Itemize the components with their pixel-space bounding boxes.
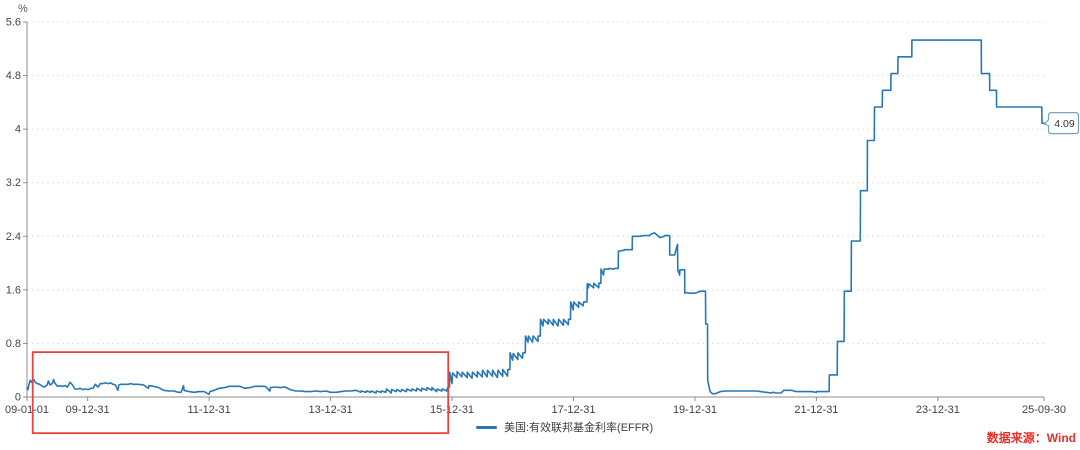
y-tick-label: 5.6 [6, 17, 21, 29]
legend-series-label: 美国:有效联邦基金利率(EFFR) [504, 422, 654, 434]
x-tick-label: 21-12-31 [794, 404, 838, 416]
x-tick-label: 17-12-31 [551, 404, 595, 416]
y-tick-label: 0 [15, 392, 21, 404]
y-tick-label: 0.8 [6, 338, 21, 350]
y-tick-label: 4.8 [6, 70, 21, 82]
x-tick-label: 23-12-31 [916, 404, 960, 416]
y-tick-label: 2.4 [6, 231, 21, 243]
end-value-callout [1043, 112, 1080, 135]
y-tick-label: 3.2 [6, 177, 21, 189]
x-tick-label: 11-12-31 [188, 404, 231, 416]
end-value-label: 4.09 [1054, 118, 1075, 130]
x-tick-label: 25-09-30 [1022, 404, 1066, 416]
x-tick-label: 13-12-31 [309, 404, 353, 416]
x-tick-label: 09-01-01 [5, 404, 49, 416]
effr-series-line [26, 39, 1045, 396]
legend-line-marker [476, 425, 497, 429]
y-tick-label: 4 [15, 124, 21, 136]
x-tick-label: 09-12-31 [66, 404, 110, 416]
y-tick-label: 1.6 [6, 284, 21, 296]
legend[interactable]: 美国:有效联邦基金利率(EFFR) [476, 419, 653, 435]
y-axis-unit-label: % [18, 3, 28, 15]
x-tick-label: 15-12-31 [430, 404, 474, 416]
zero-rate-period-annotation-box [31, 351, 450, 435]
x-tick-label: 19-12-31 [673, 404, 717, 416]
data-source-note: 数据来源：Wind [986, 431, 1076, 445]
